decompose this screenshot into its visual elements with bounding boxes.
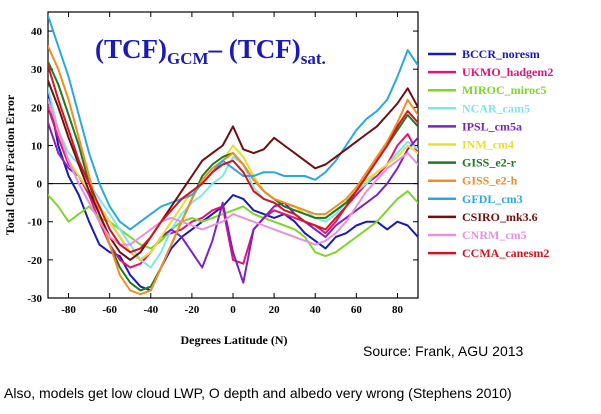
title-tcf-gcm: (TCF) bbox=[95, 34, 167, 64]
series-line-cnrm-cm5 bbox=[48, 98, 418, 246]
series-lines bbox=[48, 14, 418, 296]
x-tick-label: -20 bbox=[185, 304, 200, 316]
x-axis-label: Degrees Latitude (N) bbox=[180, 333, 287, 347]
caption: Also, models get low cloud LWP, O depth … bbox=[4, 385, 512, 401]
x-tick-label: -80 bbox=[61, 304, 76, 316]
legend-label-giss-e2-r: GISS_e2-r bbox=[462, 156, 517, 170]
y-tick-label: 30 bbox=[31, 64, 43, 76]
y-tick-label: -30 bbox=[27, 293, 42, 305]
series-line-gfdl-cm3 bbox=[48, 14, 418, 231]
legend-label-giss-e2-h: GISS_e2-h bbox=[462, 174, 518, 188]
chart-title: (TCF)GCM– (TCF)sat. bbox=[95, 34, 326, 68]
chart-background bbox=[0, 0, 601, 380]
series-line-ccma-canesm2 bbox=[48, 64, 418, 254]
x-tick-label: 20 bbox=[269, 304, 281, 316]
y-tick-label: -10 bbox=[27, 217, 42, 229]
y-tick-label: 20 bbox=[31, 102, 43, 114]
y-tick-label: 10 bbox=[31, 140, 43, 152]
y-tick-label: -20 bbox=[27, 255, 42, 267]
x-tick-label: -60 bbox=[102, 304, 117, 316]
legend-label-csiro-mk3-6: CSIRO_mk3.6 bbox=[462, 210, 538, 224]
plot-area: -30 -20 -10 0 10 20 30 40 -80 -60 -40 -20 0 20 40 60 80 bbox=[27, 11, 419, 316]
legend-label-inm-cm4: INM_cm4 bbox=[462, 138, 514, 152]
x-tick-label: 60 bbox=[351, 304, 363, 316]
legend-label-miroc-miroc5: MIROC_miroc5 bbox=[462, 83, 546, 97]
legend: BCCR_noresm UKMO_hadgem2 MIROC_miroc5 NCAR_… bbox=[428, 47, 553, 260]
legend-label-bccr-noresm: BCCR_noresm bbox=[462, 47, 540, 61]
legend-label-gfdl-cm3: GFDL_cm3 bbox=[462, 192, 523, 206]
x-tick-label: 40 bbox=[310, 304, 322, 316]
title-tcf-sat: (TCF) bbox=[222, 34, 301, 64]
y-tick-label: 40 bbox=[31, 26, 43, 38]
source-note: Source: Frank, AGU 2013 bbox=[363, 343, 524, 359]
legend-label-ccma-canesm2: CCMA_canesm2 bbox=[462, 246, 549, 260]
legend-label-cnrm-cm5: CNRM_cm5 bbox=[462, 228, 527, 242]
y-tick-label: 0 bbox=[37, 179, 43, 191]
series-line-giss-e2-h bbox=[48, 45, 418, 296]
legend-label-ipsl-cm5a: IPSL_cm5a bbox=[462, 119, 522, 133]
y-axis-label: Total Cloud Fraction Error bbox=[3, 94, 17, 235]
title-sub-sat: sat. bbox=[301, 49, 326, 68]
legend-label-ncar-cam5: NCAR_cam5 bbox=[462, 101, 530, 115]
title-sub-gcm: GCM bbox=[167, 49, 209, 68]
series-line-bccr-noresm bbox=[48, 91, 418, 292]
x-tick-label: 0 bbox=[230, 304, 236, 316]
svg-text:(TCF)GCM– (TCF)sat.: (TCF)GCM– (TCF)sat. bbox=[95, 34, 326, 68]
x-tick-label: -40 bbox=[143, 304, 158, 316]
x-tick-label: 80 bbox=[392, 304, 404, 316]
legend-label-ukmo-hadgem2: UKMO_hadgem2 bbox=[462, 65, 553, 79]
title-minus: – bbox=[208, 34, 223, 64]
